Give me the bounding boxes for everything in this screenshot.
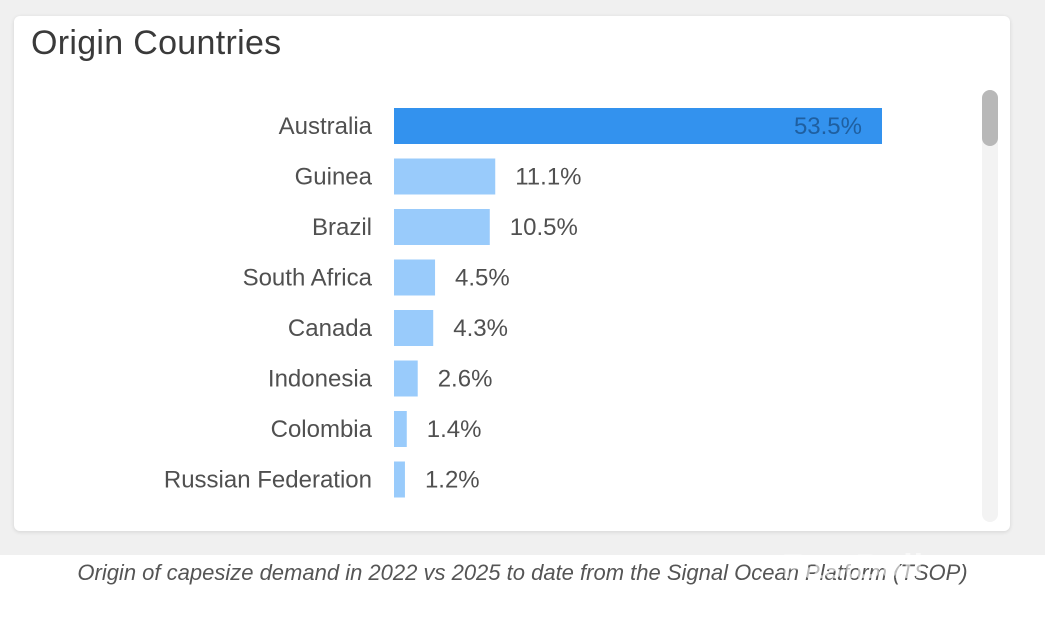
data-label: 10.5% — [510, 214, 578, 241]
watermark: FastBull — [782, 548, 925, 586]
data-label: 2.6% — [438, 366, 493, 393]
bar-chart: Australia 53.5% Guinea 11.1% Brazil 10.5% Sout… — [164, 108, 882, 498]
data-label: 1.2% — [425, 467, 480, 494]
category-label: Australia — [279, 113, 373, 140]
bar[interactable] — [394, 259, 436, 296]
bar[interactable] — [394, 158, 496, 195]
bar[interactable] — [394, 108, 882, 144]
category-label: Russian Federation — [164, 467, 372, 494]
category-label: Canada — [288, 315, 373, 342]
scrollbar-thumb[interactable] — [982, 90, 998, 146]
figure-caption: Origin of capesize demand in 2022 vs 202… — [77, 560, 968, 585]
category-label: South Africa — [243, 265, 373, 292]
chart-card: Origin Countries Australia 53.5% Guinea 11.… — [14, 16, 1010, 531]
category-label: Brazil — [312, 214, 372, 241]
data-label: 4.3% — [453, 315, 508, 342]
data-label: 1.4% — [427, 416, 482, 443]
bar[interactable] — [394, 360, 418, 397]
data-label: 4.5% — [455, 265, 510, 292]
category-label: Guinea — [295, 164, 373, 191]
bar[interactable] — [394, 461, 405, 498]
category-label: Indonesia — [268, 366, 373, 393]
bar[interactable] — [394, 310, 434, 346]
category-label: Colombia — [271, 416, 373, 443]
bar[interactable] — [394, 411, 407, 447]
data-label: 53.5% — [794, 113, 862, 140]
bar[interactable] — [394, 209, 490, 245]
chart-title: Origin Countries — [31, 24, 282, 62]
scrollbar[interactable] — [982, 90, 998, 522]
data-label: 11.1% — [515, 164, 581, 191]
